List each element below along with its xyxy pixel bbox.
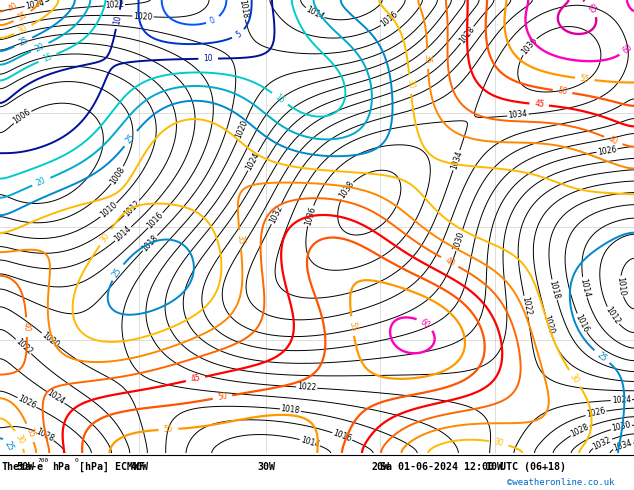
Text: 40: 40 (443, 256, 456, 268)
Text: 0: 0 (75, 458, 79, 463)
Text: 1020: 1020 (133, 12, 153, 22)
Text: 30: 30 (99, 231, 112, 244)
Text: 20: 20 (35, 175, 48, 188)
Text: 1030: 1030 (452, 230, 467, 251)
Text: 1016: 1016 (379, 10, 399, 29)
Text: 30W: 30W (257, 462, 275, 472)
Text: 1020: 1020 (234, 119, 250, 140)
Text: Theta-e: Theta-e (1, 462, 43, 472)
Text: 1018: 1018 (548, 279, 561, 300)
Text: 1008: 1008 (108, 165, 127, 186)
Text: 55: 55 (579, 74, 590, 84)
Text: 1022: 1022 (13, 337, 34, 356)
Text: 30: 30 (405, 79, 415, 89)
Text: 30: 30 (568, 372, 581, 385)
Text: 1012: 1012 (604, 305, 621, 326)
Text: 1026: 1026 (16, 394, 37, 411)
Text: 1010: 1010 (616, 276, 626, 296)
Text: 1018: 1018 (280, 404, 301, 416)
Text: 1034: 1034 (508, 110, 528, 121)
Text: 30: 30 (13, 433, 25, 446)
Text: Sa 01-06-2024 12:00 UTC (06+18): Sa 01-06-2024 12:00 UTC (06+18) (380, 462, 566, 472)
Text: 20: 20 (34, 41, 46, 53)
Text: 1038: 1038 (337, 180, 356, 200)
Text: 40: 40 (6, 0, 19, 13)
Text: 1028: 1028 (458, 24, 477, 45)
Text: 1032: 1032 (592, 435, 613, 451)
Text: 1026: 1026 (586, 407, 606, 419)
Text: 1028: 1028 (34, 427, 55, 443)
Text: 5: 5 (234, 29, 243, 39)
Text: 50W: 50W (16, 462, 34, 472)
Text: 1006: 1006 (11, 108, 33, 126)
Text: 35: 35 (235, 234, 245, 245)
Text: [hPa] ECMWF: [hPa] ECMWF (79, 462, 145, 472)
Text: 40W: 40W (131, 462, 148, 472)
Text: 1018: 1018 (237, 0, 249, 20)
Text: 55: 55 (347, 320, 358, 331)
Text: 1016: 1016 (573, 313, 590, 334)
Text: 25: 25 (124, 132, 137, 145)
Text: 1012: 1012 (122, 198, 142, 218)
Text: 20W: 20W (372, 462, 389, 472)
Text: 1036: 1036 (303, 205, 318, 226)
Text: 25: 25 (111, 266, 124, 279)
Text: 50: 50 (217, 392, 228, 402)
Text: 1026: 1026 (597, 145, 618, 156)
Text: 35: 35 (16, 10, 29, 23)
Text: 60: 60 (621, 42, 634, 55)
Text: 1020: 1020 (40, 330, 60, 349)
Text: 40: 40 (607, 134, 619, 147)
Text: 1014: 1014 (299, 435, 320, 449)
Text: 55: 55 (164, 425, 174, 434)
Text: 1014: 1014 (578, 277, 591, 298)
Text: 1018: 1018 (140, 233, 160, 253)
Text: 10: 10 (204, 54, 213, 63)
Text: 1020: 1020 (541, 314, 555, 335)
Text: ©weatheronline.co.uk: ©weatheronline.co.uk (507, 478, 615, 487)
Text: 10: 10 (112, 14, 123, 25)
Text: 15: 15 (41, 52, 54, 64)
Text: 1024: 1024 (611, 395, 631, 405)
Text: 45: 45 (534, 99, 545, 109)
Text: 1016: 1016 (146, 210, 165, 230)
Text: 1030: 1030 (611, 420, 631, 434)
Text: 35: 35 (423, 54, 432, 64)
Text: 25: 25 (595, 350, 609, 363)
Text: 30: 30 (493, 438, 505, 448)
Text: 1022: 1022 (520, 296, 532, 317)
Text: 1010: 1010 (98, 200, 119, 220)
Text: 25: 25 (17, 36, 30, 48)
Text: 35: 35 (24, 427, 36, 439)
Text: 65: 65 (585, 2, 598, 15)
Text: 1028: 1028 (569, 422, 590, 439)
Text: 15: 15 (273, 92, 287, 105)
Text: 1034: 1034 (612, 438, 633, 452)
Text: 1032: 1032 (268, 204, 285, 225)
Text: 700: 700 (38, 458, 49, 463)
Text: 45: 45 (190, 373, 201, 384)
Text: 25: 25 (3, 440, 16, 453)
Text: 30: 30 (16, 24, 29, 36)
Text: hPa: hPa (53, 462, 70, 472)
Text: 1022: 1022 (105, 0, 124, 10)
Text: 1016: 1016 (332, 429, 353, 444)
Text: 1036: 1036 (519, 36, 539, 57)
Text: 0: 0 (209, 15, 217, 25)
Text: 10W: 10W (486, 462, 503, 472)
Text: 1014: 1014 (304, 5, 325, 22)
Text: 40: 40 (22, 322, 31, 332)
Text: 1024: 1024 (25, 0, 45, 11)
Text: 1024: 1024 (245, 151, 262, 172)
Text: 1024: 1024 (45, 389, 66, 406)
Text: 1014: 1014 (113, 224, 134, 244)
Text: 50: 50 (557, 86, 568, 97)
Text: 1034: 1034 (449, 149, 464, 171)
Text: 1022: 1022 (297, 383, 316, 392)
Text: 60: 60 (419, 317, 432, 330)
